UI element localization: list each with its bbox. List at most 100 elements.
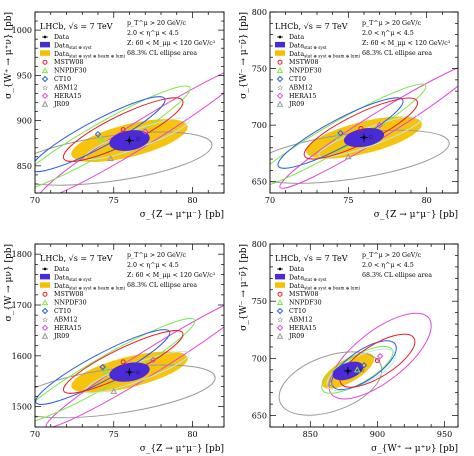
- legend-swatch-abm: ☆: [42, 84, 48, 92]
- legend-swatch-jr: [276, 332, 284, 339]
- legend-label-mstw: MSTW08: [289, 59, 318, 66]
- legend-label-data_stat: Datastat ⊕ syst: [54, 42, 92, 50]
- legend-label-mstw: MSTW08: [54, 291, 83, 298]
- legend-label-nnpdf: NNPDF30: [289, 300, 322, 307]
- x-tick-label: 950: [437, 430, 452, 439]
- marker-mstw08: [358, 126, 364, 132]
- ellipse-ct10: [277, 97, 404, 169]
- legend-swatch-abm: ☆: [277, 84, 283, 92]
- annotation: p_T^μ > 20 GeV/c: [127, 20, 186, 27]
- marker-ct10: [94, 130, 102, 138]
- marker-mstw08: [120, 359, 126, 365]
- legend-label-data: Data: [289, 266, 304, 273]
- ellipse-nnpdf30: [270, 83, 427, 190]
- x-axis-label: σ_{Z → μ⁺μ⁻} [pb]: [140, 444, 224, 454]
- legend-label-jr: JR09: [288, 101, 304, 108]
- annotation: p_T^μ > 20 GeV/c: [362, 252, 421, 259]
- legend-swatch-mstw: [277, 59, 283, 65]
- ellipse-group: ☆: [35, 63, 224, 193]
- y-tick-label: 950: [17, 71, 32, 80]
- chart-panel-2: ☆ 70 75 80 650 700 750 800 σ_{Z → μ⁺μ⁻} [pb] σ_{W…: [239, 8, 459, 220]
- annotation: 68.3% CL ellipse area: [362, 272, 432, 279]
- marker-abm12: ☆: [359, 366, 365, 374]
- marker-hera15: [376, 121, 383, 129]
- legend-swatch-data_stat: [40, 273, 50, 280]
- annotation: 2.0 < η^μ < 4.5: [362, 30, 414, 37]
- legend-label-ct10: CT10: [289, 308, 306, 315]
- annotation: 2.0 < η^μ < 4.5: [127, 262, 179, 269]
- marker-mstw08: [374, 358, 380, 364]
- marker-abm12: ☆: [135, 369, 141, 377]
- legend-swatch-data_total: [275, 50, 285, 56]
- legend-label-data_stat: Datastat ⊕ syst: [289, 274, 327, 282]
- legend-label-abm: ABM12: [288, 84, 313, 91]
- x-axis-label: σ_{W⁺ → μ⁺ν} [pb]: [371, 444, 458, 454]
- legend-swatch-nnpdf: [276, 299, 284, 306]
- y-tick-label: 900: [17, 117, 32, 126]
- marker-abm12: ☆: [135, 135, 141, 143]
- annotation: 2.0 < η^μ < 4.5: [127, 30, 179, 37]
- experiment-label: LHCb, √s = 7 TeV: [40, 254, 113, 263]
- marker-hera15: [142, 128, 149, 135]
- legend-label-hera: HERA15: [289, 325, 316, 332]
- y-tick-label: 700: [252, 121, 267, 130]
- legend-swatch-jr: [41, 332, 49, 339]
- legend-swatch-abm: ☆: [277, 316, 283, 324]
- y-tick-label: 800: [252, 8, 267, 17]
- legend-swatch-jr: [276, 100, 284, 107]
- marker-ct10: [99, 363, 106, 371]
- ellipse-ct10: [331, 340, 397, 391]
- ellipse-abm12: [318, 115, 423, 158]
- x-tick-label: 80: [187, 430, 197, 439]
- chart-panel-1: ☆ 70 75 80 850 900 950 1000 σ_{Z → μ⁺μ⁻} [pb] σ_{…: [4, 11, 225, 220]
- ellipse-jr09: [35, 131, 213, 186]
- legend-swatch-jr: [41, 100, 49, 107]
- y-tick-label: 750: [252, 297, 267, 306]
- legend-sublabel: stat ⊕ syst: [304, 277, 327, 282]
- legend-sublabel: stat ⊕ syst: [304, 45, 327, 50]
- legend-label-mstw: MSTW08: [54, 59, 83, 66]
- annotation: 2.0 < η^μ < 4.5: [362, 262, 414, 269]
- marker-mstw08: [120, 127, 126, 133]
- marker-nnpdf30: [353, 366, 361, 373]
- legend-label-abm: ABM12: [53, 316, 78, 323]
- marker-nnpdf30: [334, 132, 341, 139]
- experiment-label: LHCb, √s = 7 TeV: [275, 22, 348, 31]
- x-tick-label: 75: [109, 196, 119, 205]
- y-axis-label: σ_{W → μν} [pb]: [4, 244, 14, 321]
- marker-hera15: [149, 356, 157, 364]
- legend-label-abm: ABM12: [288, 316, 313, 323]
- legend-swatch-hera: [41, 324, 49, 332]
- y-tick-label: 700: [252, 354, 267, 363]
- legend-swatch-data_stat: [275, 41, 285, 48]
- y-tick-label: 1600: [12, 352, 32, 361]
- legend-label-hera: HERA15: [54, 93, 81, 100]
- x-tick-label: 70: [30, 430, 40, 439]
- chart-panel-3: ☆ 70 75 80 1500 1600 1700 1800 σ_{Z → μ⁺μ⁻} [pb]…: [4, 243, 225, 454]
- x-axis-label: σ_{Z → μ⁺μ⁻} [pb]: [140, 210, 224, 220]
- ellipse-hera15: [37, 63, 224, 193]
- ellipse-group: ☆: [35, 291, 224, 427]
- legend-swatch-mstw: [42, 291, 48, 297]
- annotation: 68.3% CL ellipse area: [362, 50, 432, 57]
- chart-panel-4: ☆ 850 900 950 650 700 750 800 σ_{W⁺ → μ⁺ν} [pb] σ…: [239, 240, 459, 454]
- legend-sublabel: stat ⊕ syst ⊕ beam ⊕ lumi: [304, 286, 361, 291]
- x-tick-label: 70: [30, 196, 40, 205]
- legend-label-data: Data: [54, 34, 69, 41]
- marker-ct10: [360, 362, 368, 369]
- y-tick-label: 1500: [12, 403, 32, 412]
- legend-label-jr: JR09: [53, 333, 69, 340]
- y-axis-label: σ_{W⁺ → μ⁺ν} [pb]: [4, 12, 14, 99]
- ellipse-jr09: [278, 351, 383, 416]
- ellipse-hera15: [328, 312, 432, 400]
- ellipse-group: ☆: [278, 312, 432, 416]
- legend-swatch-ct10: [41, 75, 49, 83]
- x-tick-label: 75: [109, 430, 119, 439]
- legend-label-data_total: Datastat ⊕ syst ⊕ beam ⊕ lumi: [54, 283, 126, 291]
- legend-label-ct10: CT10: [54, 308, 71, 315]
- legend-sublabel: stat ⊕ syst: [69, 277, 92, 282]
- x-tick-label: 900: [370, 430, 385, 439]
- legend-swatch-ct10: [41, 307, 49, 315]
